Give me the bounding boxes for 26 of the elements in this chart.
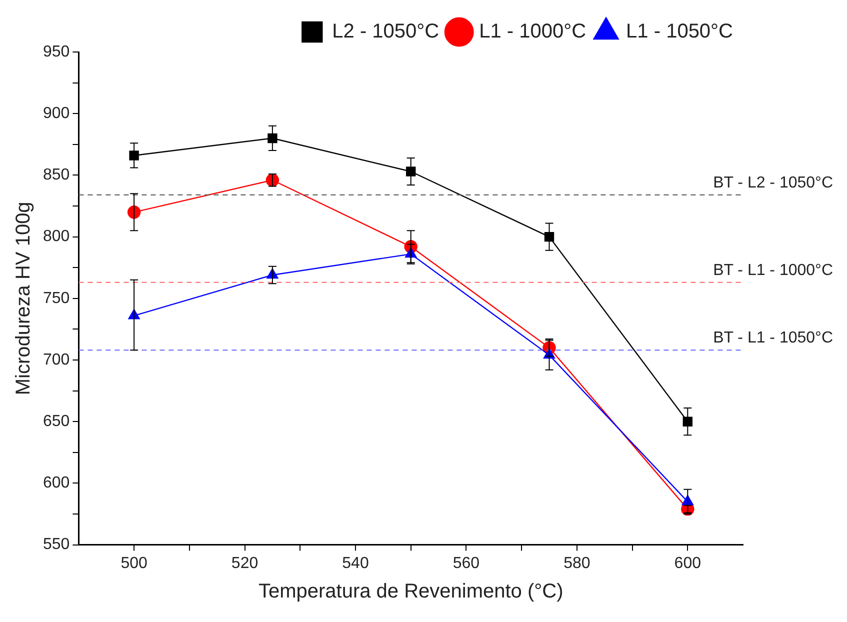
y-tick-label: 900	[42, 105, 70, 122]
y-tick-label: 550	[42, 536, 70, 554]
y-axis-title: Microdureza HV 100g	[12, 202, 35, 396]
y-tick-label: 800	[42, 228, 70, 246]
ref-line-label: BT - L1 - 1050°C	[713, 330, 833, 347]
x-tick-label: 540	[342, 554, 369, 572]
point	[406, 166, 416, 176]
ref-line-label: BT - L1 - 1000°C	[713, 262, 833, 279]
y-tick-label: 750	[42, 290, 70, 307]
x-tick-label: 520	[231, 554, 258, 572]
point	[129, 150, 139, 160]
y-tick-label: 650	[42, 413, 70, 430]
y-tick-label: 950	[42, 43, 70, 60]
x-tick-label: 500	[120, 554, 148, 572]
point	[268, 133, 278, 144]
x-tick-label: 600	[674, 554, 702, 572]
y-tick-label: 850	[42, 166, 70, 184]
legend-label: L2 - 1050°C	[332, 20, 440, 43]
x-tick-label: 560	[452, 554, 480, 572]
x-axis-title: Temperatura de Revenimento (°C)	[258, 580, 564, 603]
x-tick-label: 580	[564, 554, 590, 572]
y-tick-label: 700	[42, 351, 70, 368]
ref-line-label: BT - L2 - 1050°C	[713, 174, 833, 192]
y-tick-label: 600	[42, 474, 70, 492]
legend-label: L1 - 1050°C	[626, 20, 733, 43]
legend-label: L1 - 1000°C	[479, 20, 586, 43]
